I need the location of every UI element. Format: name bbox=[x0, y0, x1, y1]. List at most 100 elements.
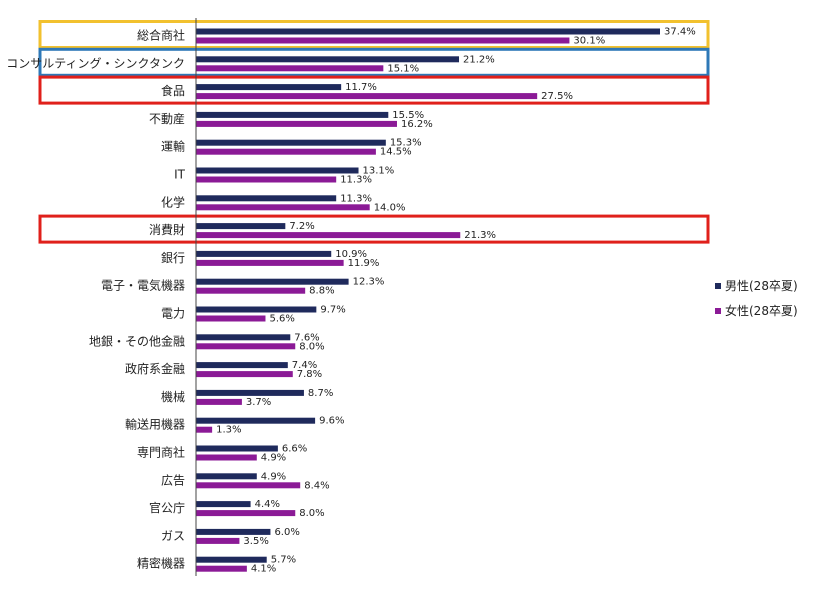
bar-male bbox=[196, 501, 251, 508]
bar-female bbox=[196, 510, 296, 517]
bar-female bbox=[196, 176, 337, 183]
bar-female bbox=[196, 565, 247, 572]
bar-male bbox=[196, 528, 271, 535]
category-label: 専門商社 bbox=[137, 445, 185, 460]
category-label: 銀行 bbox=[161, 251, 185, 265]
value-label: 8.8% bbox=[309, 286, 334, 297]
value-label: 16.2% bbox=[401, 119, 433, 130]
value-label: 11.7% bbox=[345, 82, 377, 93]
bar-male bbox=[196, 28, 660, 35]
bar-female bbox=[196, 287, 306, 294]
value-label: 21.2% bbox=[463, 54, 495, 65]
bar-male bbox=[196, 473, 257, 480]
highlight-boxes bbox=[38, 20, 710, 244]
category-label: 地銀・その他金融 bbox=[89, 333, 185, 348]
value-label: 4.9% bbox=[261, 453, 286, 464]
bar-female bbox=[196, 315, 266, 322]
category-label: 運輸 bbox=[161, 139, 185, 154]
bar-female bbox=[196, 537, 240, 544]
category-label: 化学 bbox=[161, 194, 185, 209]
value-label: 7.2% bbox=[289, 221, 314, 232]
bar-male bbox=[196, 445, 278, 452]
value-label: 4.9% bbox=[261, 471, 286, 482]
labels: 総合商社 37.4% 30.1% コンサルティング・シンクタンク 21.2% 15.1% 食… bbox=[6, 27, 696, 575]
highlight-box bbox=[38, 47, 710, 77]
bar-male bbox=[196, 362, 288, 369]
bar-male bbox=[196, 556, 267, 563]
category-label: 官公庁 bbox=[149, 500, 185, 515]
category-label: IT bbox=[174, 168, 186, 182]
value-label: 5.7% bbox=[271, 555, 296, 566]
highlight-box bbox=[38, 214, 710, 244]
bar-male bbox=[196, 84, 342, 91]
bar-female bbox=[196, 120, 397, 127]
value-label: 9.7% bbox=[320, 305, 345, 316]
legend-swatch bbox=[715, 308, 721, 314]
value-label: 37.4% bbox=[664, 27, 696, 38]
value-label: 30.1% bbox=[573, 36, 605, 47]
value-label: 12.3% bbox=[353, 277, 385, 288]
value-label: 11.9% bbox=[348, 258, 380, 269]
bar-female bbox=[196, 482, 301, 489]
bar-male bbox=[196, 223, 286, 230]
value-label: 15.1% bbox=[387, 63, 419, 74]
value-label: 6.6% bbox=[282, 444, 307, 455]
bar-male bbox=[196, 139, 386, 146]
bar-male bbox=[196, 195, 337, 202]
category-label: 総合商社 bbox=[137, 28, 185, 43]
bar-male bbox=[196, 111, 389, 118]
category-label: 輸送用機器 bbox=[125, 417, 185, 432]
value-label: 5.6% bbox=[269, 314, 294, 325]
value-label: 14.0% bbox=[374, 202, 406, 213]
bar-male bbox=[196, 334, 291, 341]
value-label: 7.4% bbox=[292, 360, 317, 371]
bar-male bbox=[196, 389, 304, 396]
bars bbox=[196, 28, 660, 572]
category-label: 精密機器 bbox=[137, 556, 185, 571]
value-label: 8.0% bbox=[299, 508, 324, 519]
value-label: 7.6% bbox=[294, 332, 319, 343]
value-label: 8.0% bbox=[299, 341, 324, 352]
bar-female bbox=[196, 232, 461, 239]
bar-female bbox=[196, 148, 376, 155]
bar-male bbox=[196, 417, 316, 424]
bar-male bbox=[196, 278, 349, 285]
bar-male bbox=[196, 306, 317, 313]
legend-label: 男性(28卒夏) bbox=[725, 279, 798, 293]
bar-male bbox=[196, 250, 332, 257]
category-label: 電力 bbox=[161, 307, 185, 321]
value-label: 3.5% bbox=[243, 536, 268, 547]
category-label: 食品 bbox=[161, 83, 185, 98]
value-label: 9.6% bbox=[319, 416, 344, 427]
legend-swatch bbox=[715, 283, 721, 289]
category-label: 広告 bbox=[161, 473, 185, 487]
value-label: 10.9% bbox=[335, 249, 367, 260]
value-label: 13.1% bbox=[363, 166, 395, 177]
bar-female bbox=[196, 93, 538, 100]
bar-female bbox=[196, 204, 370, 211]
legend-label: 女性(28卒夏) bbox=[725, 303, 798, 318]
value-label: 8.7% bbox=[308, 388, 333, 399]
value-label: 3.7% bbox=[246, 397, 271, 408]
bar-female bbox=[196, 37, 570, 44]
value-label: 15.5% bbox=[392, 110, 424, 121]
value-label: 14.5% bbox=[380, 147, 412, 158]
value-label: 8.4% bbox=[304, 480, 329, 491]
bar-female bbox=[196, 343, 296, 350]
value-label: 4.4% bbox=[255, 499, 280, 510]
category-label: 不動産 bbox=[149, 111, 185, 126]
value-label: 15.3% bbox=[390, 138, 422, 149]
value-label: 7.8% bbox=[297, 369, 322, 380]
bar-female bbox=[196, 371, 293, 378]
category-label: 電子・電気機器 bbox=[101, 278, 185, 293]
value-label: 11.3% bbox=[340, 193, 372, 204]
value-label: 11.3% bbox=[340, 175, 372, 186]
bar-male bbox=[196, 56, 460, 63]
bar-female bbox=[196, 259, 344, 266]
value-label: 1.3% bbox=[216, 425, 241, 436]
legend: 男性(28卒夏) 女性(28卒夏) bbox=[715, 279, 798, 318]
value-label: 4.1% bbox=[251, 564, 276, 575]
bar-female bbox=[196, 65, 384, 72]
value-label: 27.5% bbox=[541, 91, 573, 102]
